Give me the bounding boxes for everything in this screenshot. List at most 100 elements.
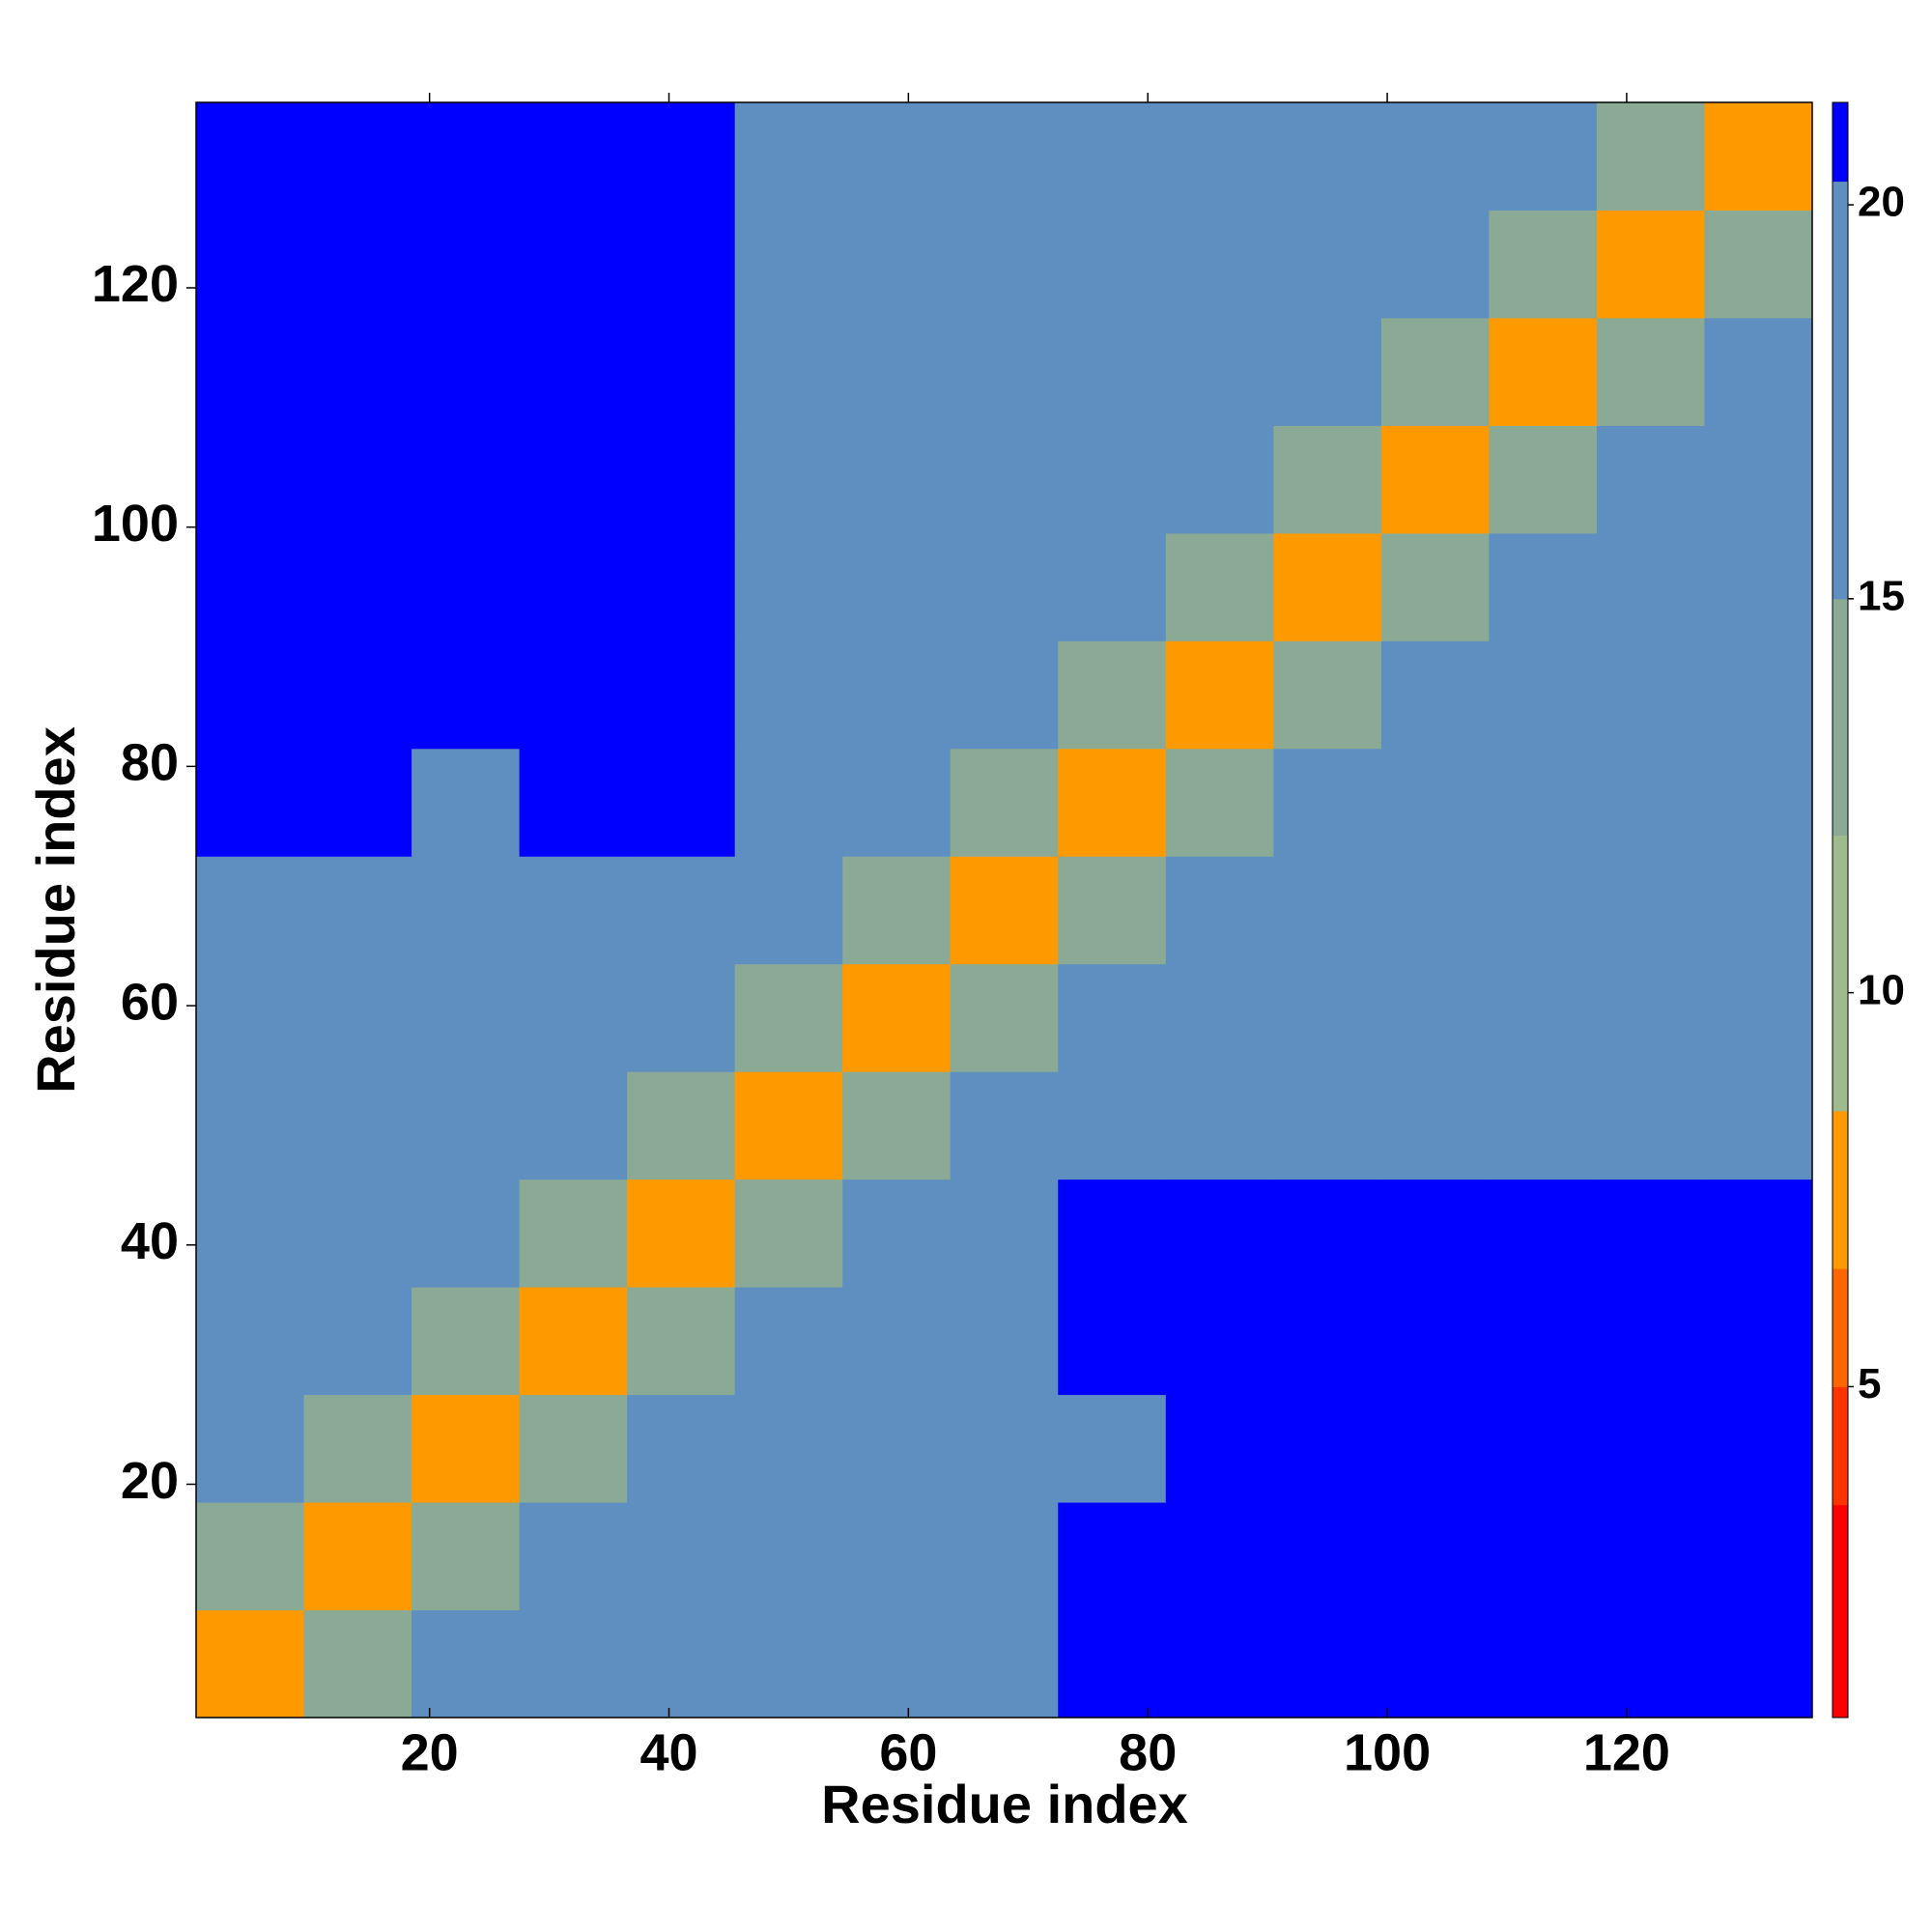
cell xyxy=(950,748,1059,857)
cell xyxy=(1489,1502,1598,1611)
cell xyxy=(1273,856,1382,965)
cell xyxy=(1165,317,1274,426)
y-axis-title: Residue index xyxy=(25,726,86,1094)
cell xyxy=(1596,102,1705,211)
colorbar-tick-label: 10 xyxy=(1858,966,1905,1013)
y-tick-label: 80 xyxy=(121,734,179,792)
cell xyxy=(196,856,305,965)
cell xyxy=(303,425,412,534)
cell xyxy=(1704,1071,1813,1180)
cell xyxy=(196,1287,305,1396)
colorbar-segment xyxy=(1833,835,1848,1112)
cell xyxy=(1165,1609,1274,1719)
cell xyxy=(627,425,736,534)
cell xyxy=(519,317,628,426)
cell xyxy=(196,748,305,857)
cell xyxy=(412,102,521,211)
cell xyxy=(1596,1179,1705,1288)
cell xyxy=(1596,317,1705,426)
cell xyxy=(1489,856,1598,965)
cell xyxy=(1058,210,1167,319)
cell xyxy=(1058,1179,1167,1288)
cell xyxy=(303,1502,412,1611)
cell xyxy=(1058,748,1167,857)
cell xyxy=(627,1287,736,1396)
cell xyxy=(1704,532,1813,641)
y-tick-label: 60 xyxy=(121,973,179,1031)
cell xyxy=(627,317,736,426)
cell xyxy=(1273,102,1382,211)
cell xyxy=(303,1609,412,1719)
cell xyxy=(1704,1609,1813,1719)
colorbar-segment xyxy=(1833,1268,1848,1387)
cell xyxy=(842,1609,952,1719)
cell xyxy=(1596,210,1705,319)
cell xyxy=(303,1071,412,1180)
cell xyxy=(519,1502,628,1611)
cell xyxy=(950,210,1059,319)
cell xyxy=(1596,1502,1705,1611)
cell xyxy=(950,1502,1059,1611)
colorbar-segment xyxy=(1833,181,1848,600)
cell xyxy=(842,963,952,1072)
cell xyxy=(734,856,843,965)
cell xyxy=(627,1179,736,1288)
cell xyxy=(1058,1394,1167,1503)
cell xyxy=(734,210,843,319)
cell xyxy=(950,532,1059,641)
x-axis-title: Residue index xyxy=(821,1774,1188,1834)
cell xyxy=(1058,640,1167,750)
cell xyxy=(303,856,412,965)
x-tick-label: 40 xyxy=(639,1723,697,1781)
cell xyxy=(1058,963,1167,1072)
cell xyxy=(734,102,843,211)
cell xyxy=(950,102,1059,211)
cell xyxy=(1380,1287,1490,1396)
colorbar-segment xyxy=(1833,102,1848,183)
colorbar-tick-label: 5 xyxy=(1858,1360,1881,1407)
cell xyxy=(303,102,412,211)
cell xyxy=(196,317,305,426)
cell xyxy=(1165,640,1274,750)
y-tick-label: 40 xyxy=(121,1212,179,1270)
cell xyxy=(950,1179,1059,1288)
cell xyxy=(1165,210,1274,319)
cell xyxy=(1058,317,1167,426)
cell xyxy=(1380,1394,1490,1503)
cell xyxy=(519,963,628,1072)
cell xyxy=(303,317,412,426)
cell xyxy=(1489,963,1598,1072)
cell xyxy=(1380,210,1490,319)
cell xyxy=(1489,425,1598,534)
cell xyxy=(1165,1502,1274,1611)
cell xyxy=(1380,1071,1490,1180)
cell xyxy=(412,856,521,965)
cell xyxy=(519,1179,628,1288)
cell xyxy=(1704,1502,1813,1611)
cell xyxy=(627,1502,736,1611)
cell xyxy=(734,1609,843,1719)
cell xyxy=(412,317,521,426)
cell xyxy=(519,210,628,319)
x-tick-label: 120 xyxy=(1583,1723,1670,1781)
cell xyxy=(196,1502,305,1611)
cell xyxy=(734,1071,843,1180)
cell xyxy=(842,210,952,319)
cell xyxy=(842,1071,952,1180)
cell xyxy=(1596,1071,1705,1180)
cell xyxy=(842,102,952,211)
cell xyxy=(1273,317,1382,426)
cell xyxy=(412,640,521,750)
cell xyxy=(1165,856,1274,965)
cell xyxy=(1704,1287,1813,1396)
colorbar-tick-label: 15 xyxy=(1858,572,1905,619)
cell xyxy=(734,532,843,641)
cell xyxy=(196,1179,305,1288)
cell xyxy=(1273,640,1382,750)
cell xyxy=(412,1609,521,1719)
cell xyxy=(1704,748,1813,857)
colorbar-tick-label: 20 xyxy=(1858,179,1905,226)
cell xyxy=(950,856,1059,965)
cell xyxy=(519,1394,628,1503)
